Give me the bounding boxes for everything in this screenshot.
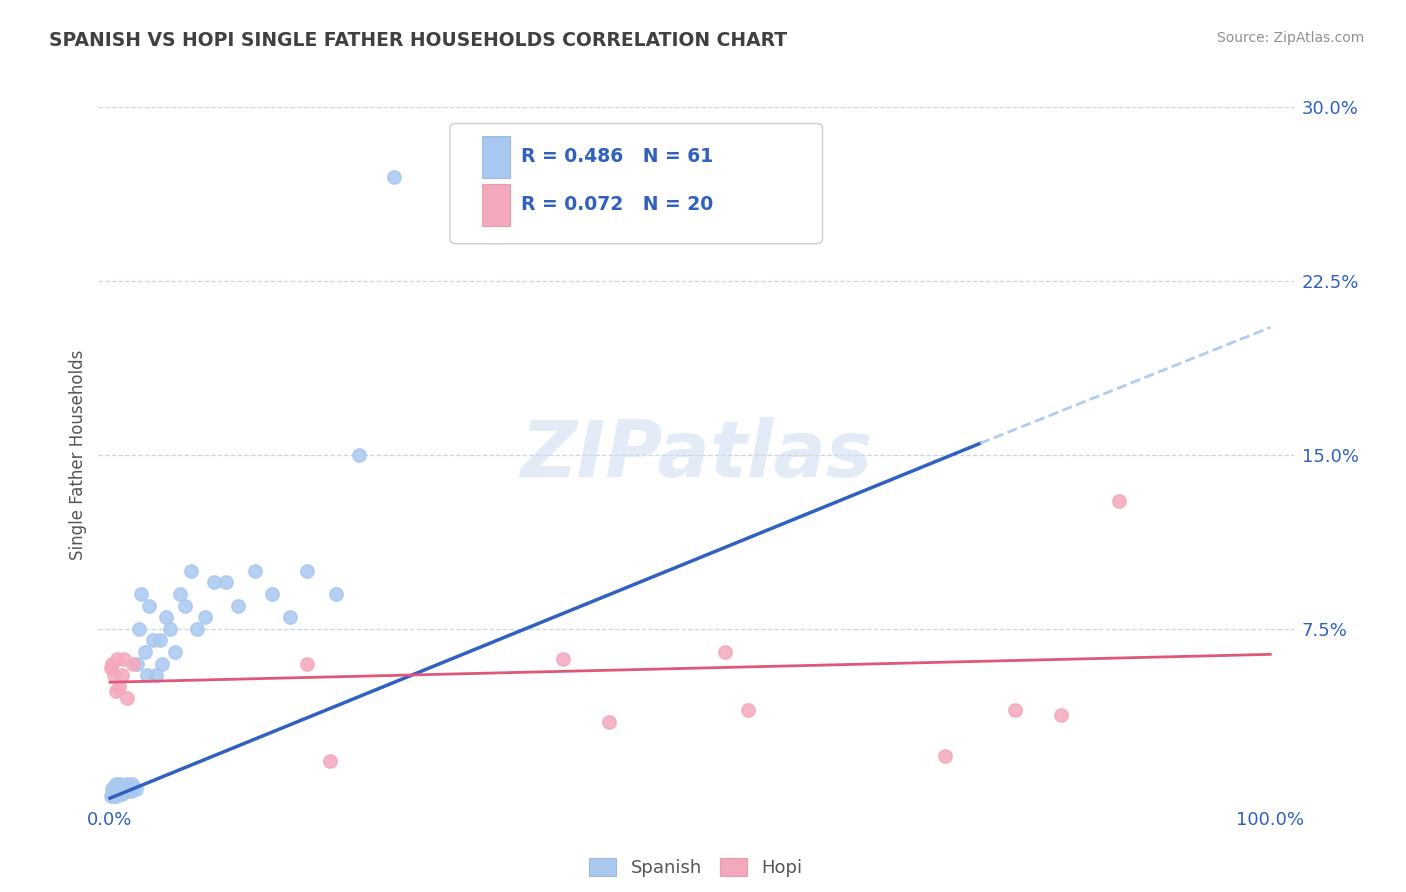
Point	[194, 610, 217, 624]
Point	[145, 668, 167, 682]
Point	[278, 610, 301, 624]
Point	[598, 714, 620, 729]
Point	[297, 657, 319, 671]
Point	[100, 789, 122, 803]
Point	[551, 652, 574, 666]
Point	[110, 784, 132, 798]
Point	[115, 781, 138, 796]
Point	[117, 784, 139, 798]
Point	[122, 780, 145, 794]
Point	[100, 661, 122, 675]
Point	[714, 645, 737, 659]
Point	[155, 610, 177, 624]
Point	[297, 564, 319, 578]
Point	[104, 787, 127, 801]
Point	[138, 599, 160, 613]
Text: SPANISH VS HOPI SINGLE FATHER HOUSEHOLDS CORRELATION CHART: SPANISH VS HOPI SINGLE FATHER HOUSEHOLDS…	[49, 31, 787, 50]
Point	[262, 587, 284, 601]
Point	[111, 781, 134, 796]
Point	[737, 703, 759, 717]
Point	[104, 784, 127, 798]
Point	[124, 781, 146, 796]
Point	[104, 684, 127, 698]
Point	[107, 784, 129, 798]
Point	[105, 780, 128, 794]
Point	[319, 754, 342, 768]
Point	[103, 789, 125, 803]
Point	[349, 448, 371, 462]
Point	[108, 787, 131, 801]
Point	[101, 787, 124, 801]
Point	[108, 680, 131, 694]
Point	[131, 587, 153, 601]
Point	[382, 169, 405, 184]
Point	[128, 622, 150, 636]
Point	[117, 781, 139, 796]
Point	[125, 657, 148, 671]
Point	[226, 599, 249, 613]
Point	[111, 787, 134, 801]
Point	[107, 781, 129, 796]
Point	[136, 668, 159, 682]
Point	[149, 633, 172, 648]
Text: Source: ZipAtlas.com: Source: ZipAtlas.com	[1216, 31, 1364, 45]
Point	[243, 564, 266, 578]
Y-axis label: Single Father Households: Single Father Households	[69, 350, 87, 560]
Point	[325, 587, 347, 601]
Point	[104, 781, 127, 796]
Point	[112, 652, 135, 666]
Point	[101, 781, 124, 796]
Point	[204, 575, 226, 590]
Point	[142, 633, 165, 648]
Point	[186, 622, 208, 636]
Point	[111, 668, 134, 682]
Point	[169, 587, 191, 601]
Point	[117, 777, 139, 791]
Text: ZIPatlas: ZIPatlas	[520, 417, 872, 493]
Point	[118, 780, 141, 794]
Point	[1108, 494, 1130, 508]
Point	[105, 652, 128, 666]
Point	[117, 691, 139, 706]
Point	[159, 622, 181, 636]
Point	[163, 645, 186, 659]
Point	[134, 645, 156, 659]
Point	[104, 777, 127, 791]
Point	[104, 789, 127, 803]
Legend: Spanish, Hopi: Spanish, Hopi	[582, 850, 810, 884]
Point	[180, 564, 202, 578]
Point	[103, 668, 125, 682]
Point	[215, 575, 238, 590]
Text: R = 0.486   N = 61: R = 0.486 N = 61	[522, 147, 713, 166]
Point	[150, 657, 173, 671]
Point	[114, 780, 136, 794]
Point	[122, 657, 145, 671]
Point	[121, 777, 143, 791]
Point	[934, 749, 956, 764]
Point	[112, 784, 135, 798]
Point	[101, 657, 124, 671]
Point	[1050, 707, 1073, 722]
Point	[111, 780, 134, 794]
Point	[174, 599, 197, 613]
Point	[105, 787, 128, 801]
Point	[103, 780, 125, 794]
Point	[110, 777, 132, 791]
Point	[108, 780, 131, 794]
Text: R = 0.072   N = 20: R = 0.072 N = 20	[522, 195, 714, 214]
Point	[103, 784, 125, 798]
Point	[1004, 703, 1026, 717]
Point	[120, 784, 142, 798]
